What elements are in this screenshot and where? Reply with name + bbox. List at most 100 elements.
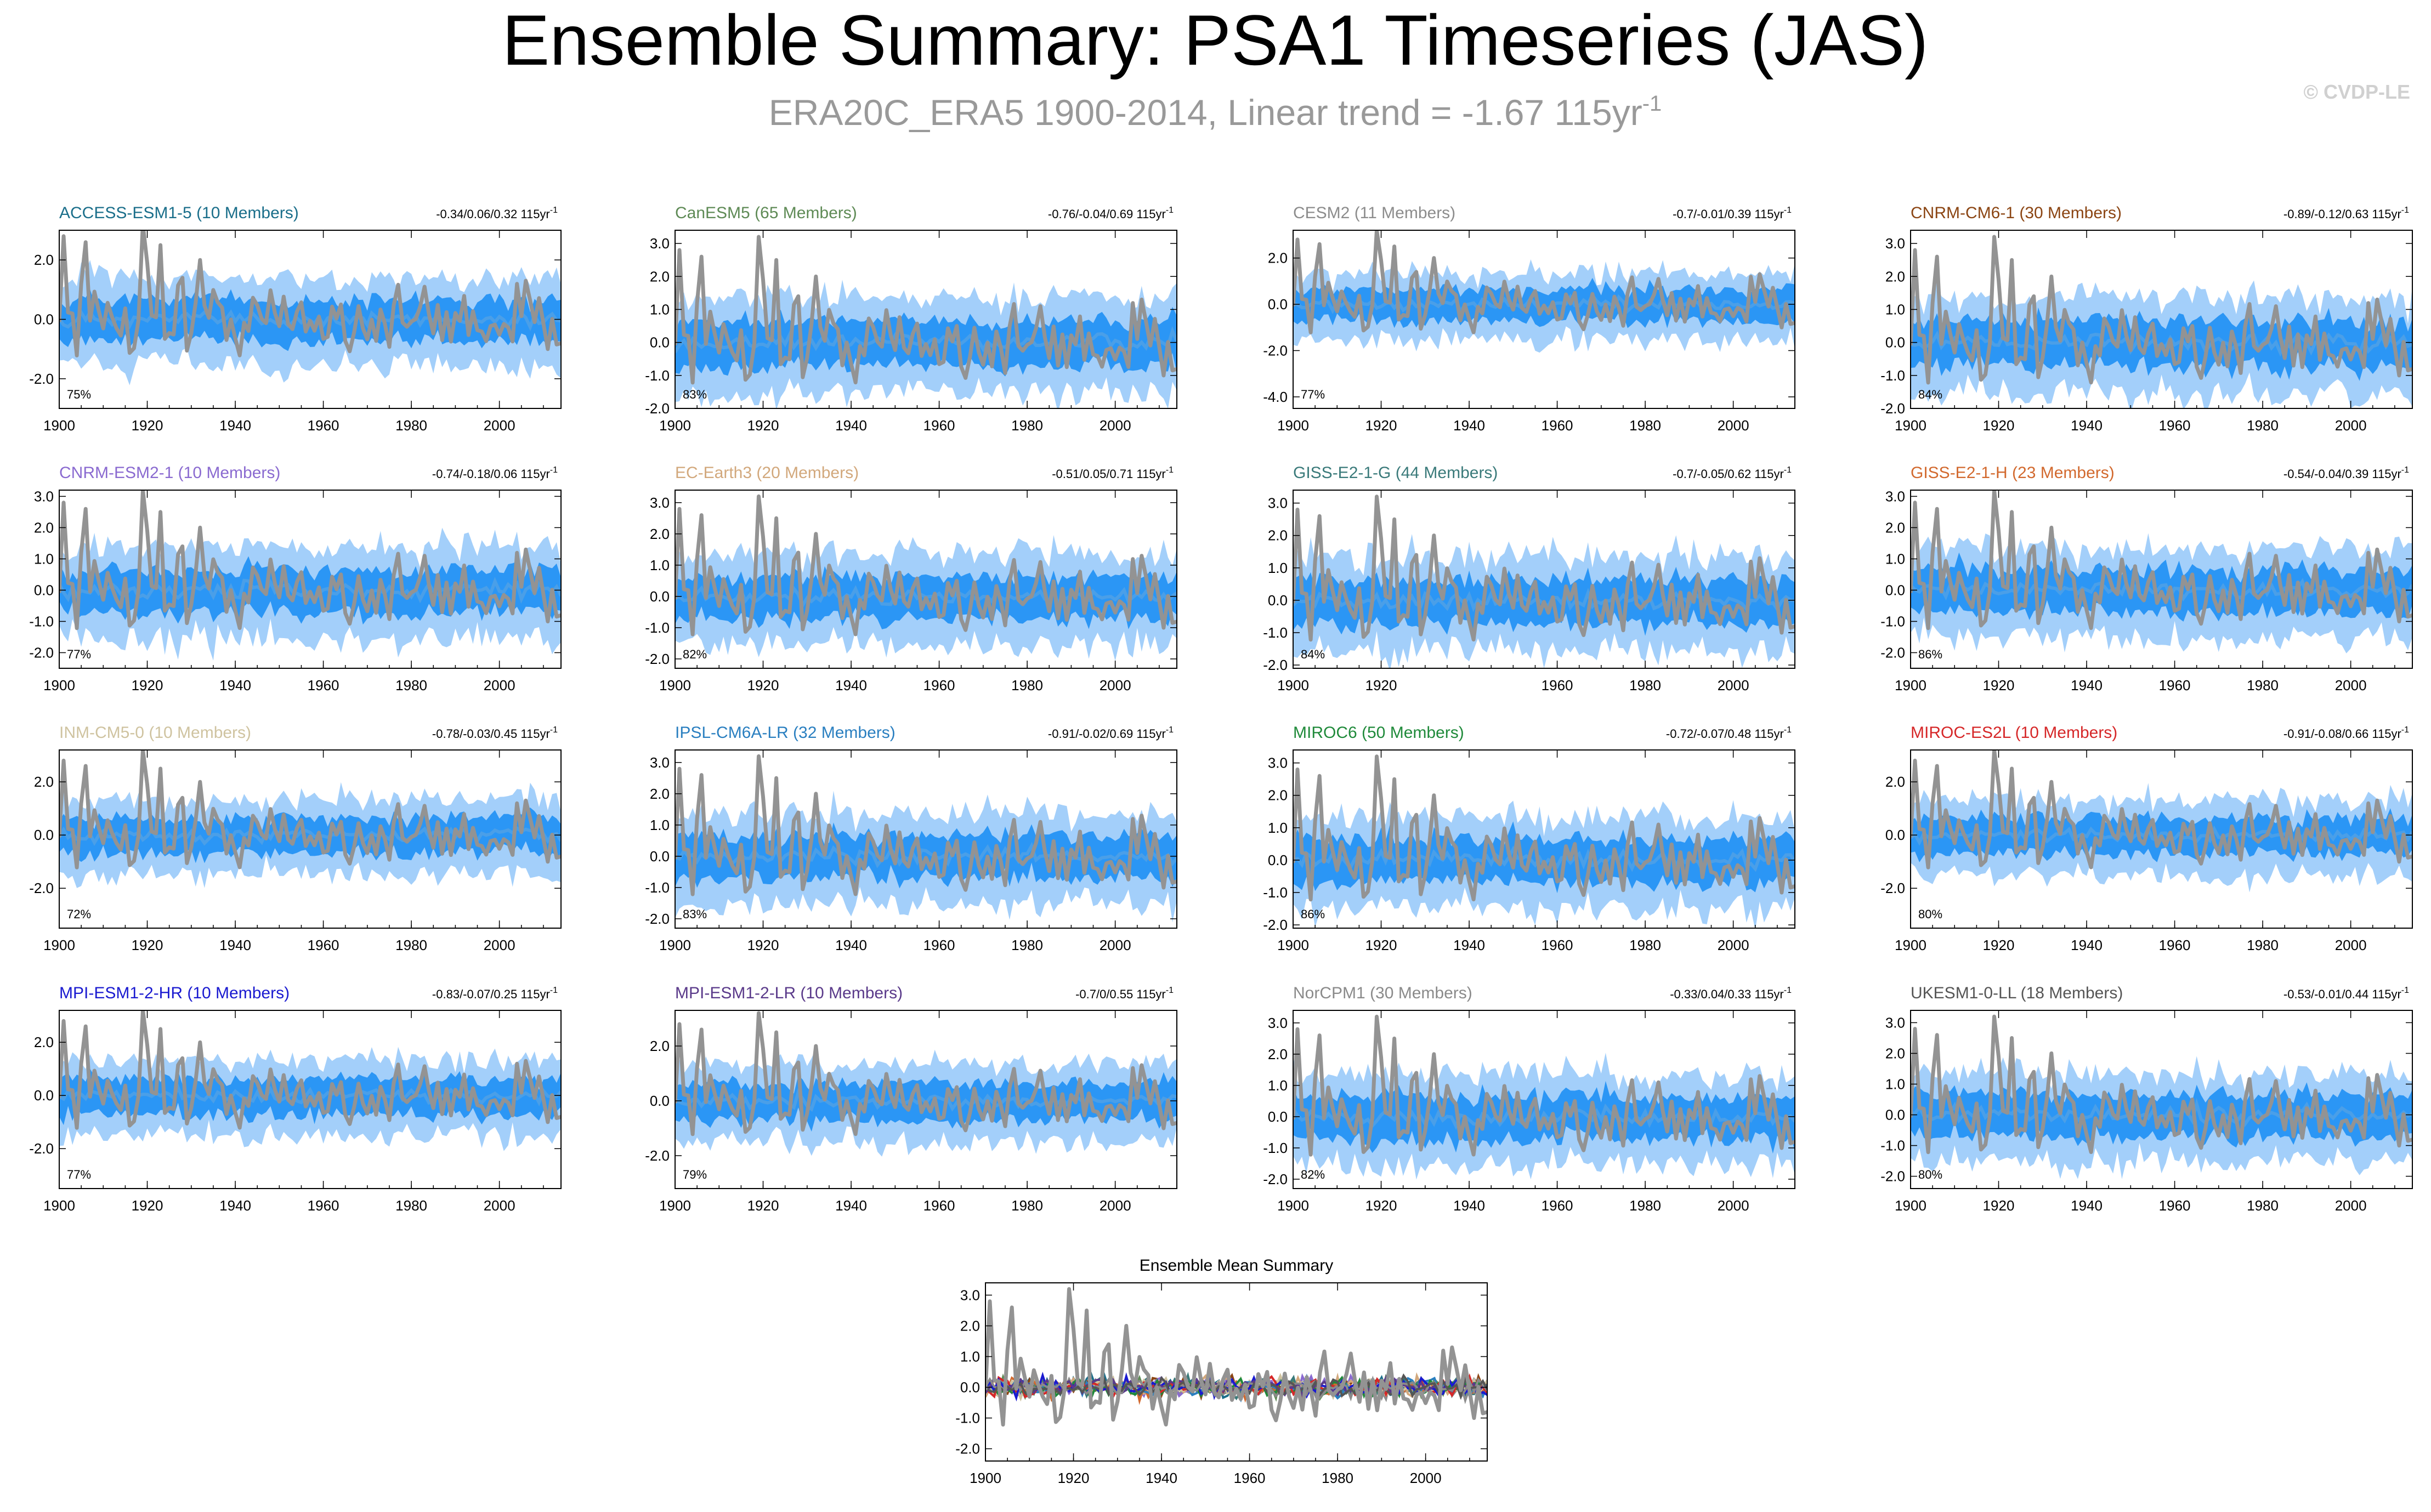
plot-area — [1911, 1014, 2412, 1179]
y-tick-label: 0.0 — [1268, 592, 1288, 609]
y-tick-label: 2.0 — [1885, 1045, 1905, 1061]
panel-trend-sup: -1 — [550, 465, 558, 475]
x-tick-label: 1900 — [1277, 417, 1309, 434]
plot-frame — [1910, 490, 2413, 669]
x-tick-label: 1980 — [1322, 1470, 1353, 1486]
x-tick-label: 2000 — [2335, 1197, 2367, 1214]
plot-frame — [1293, 490, 1795, 669]
x-tick-label: 2000 — [1100, 1197, 1131, 1214]
panel-trend-text: -0.91/-0.02/0.69 115yr — [1048, 727, 1166, 741]
plot-area — [59, 230, 561, 385]
plot-frame — [59, 490, 562, 669]
y-tick-label: 2.0 — [1885, 774, 1905, 790]
panel-title: UKESM1-0-LL (18 Members) — [1911, 984, 2123, 1002]
y-tick-label: -2.0 — [1263, 1171, 1288, 1187]
y-tick-label: -1.0 — [1263, 884, 1288, 901]
panel-trend-text: -0.91/-0.08/0.66 115yr — [2283, 727, 2401, 741]
y-tick-label: 3.0 — [650, 754, 670, 771]
panel-trend-sup: -1 — [1166, 986, 1174, 995]
y-tick-label: -2.0 — [29, 371, 54, 387]
chart-panel: 2.0 0.0 -2.0 -4.0 1900 1920 1940 1960 1980 2000 CE… — [1263, 204, 1795, 434]
figure-subtitle: ERA20C_ERA5 1900-2014, Linear trend = -1… — [769, 92, 1662, 133]
observed-line — [1911, 750, 2412, 869]
y-tick-label: -2.0 — [645, 651, 670, 667]
x-tick-label: 1920 — [132, 677, 163, 694]
panel-trend-sup: -1 — [1166, 465, 1174, 475]
chart-panel: 3.0 2.0 1.0 0.0 -1.0 -2.0 1900 1920 1960 1980 2000… — [1263, 464, 1795, 694]
x-tick-label: 1960 — [923, 1197, 955, 1214]
x-tick-label: 1920 — [132, 417, 163, 434]
x-tick-label: 1920 — [1058, 1470, 1090, 1486]
y-tick-label: 1.0 — [650, 817, 670, 833]
x-tick-label: 1920 — [1365, 1197, 1397, 1214]
x-tick-label: 1980 — [2247, 937, 2279, 953]
y-tick-label: 2.0 — [1268, 787, 1288, 804]
plot-area — [675, 1011, 1177, 1157]
y-tick-label: 0.0 — [1268, 1109, 1288, 1125]
plot-frame — [1910, 230, 2413, 409]
plot-area — [675, 754, 1177, 923]
x-tick-label: 2000 — [484, 1197, 515, 1214]
y-tick-label: 2.0 — [1268, 527, 1288, 544]
x-tick-label: 1940 — [835, 417, 867, 434]
plot-area — [1293, 754, 1795, 928]
plot-area — [59, 750, 561, 888]
x-tick-label: 1980 — [1629, 417, 1661, 434]
x-tick-label: 1980 — [1011, 417, 1043, 434]
x-tick-label: 2000 — [1410, 1470, 1442, 1486]
panel-trend-text: -0.34/0.06/0.32 115yr — [436, 207, 550, 221]
panel-title: MPI-ESM1-2-LR (10 Members) — [675, 984, 903, 1002]
plot-frame — [985, 1282, 1488, 1462]
observed-line — [1911, 235, 2412, 385]
x-tick-label: 1900 — [1895, 1197, 1926, 1214]
y-tick-label: -2.0 — [1880, 644, 1905, 661]
x-tick-label: 1960 — [308, 1197, 339, 1214]
plot-frame — [1293, 1010, 1795, 1189]
x-tick-label: 1920 — [1365, 677, 1397, 694]
plot-frame — [1293, 230, 1795, 409]
plot-area — [985, 1287, 1487, 1427]
y-tick-label: -1.0 — [1263, 1140, 1288, 1156]
panel-trend-sup: -1 — [550, 725, 558, 735]
panel-trend: -0.72/-0.07/0.48 115yr-1 — [1666, 725, 1792, 741]
panel-trend: -0.78/-0.03/0.45 115yr-1 — [432, 725, 558, 741]
x-tick-label: 2000 — [484, 677, 515, 694]
panel-title: MIROC6 (50 Members) — [1293, 724, 1464, 742]
x-tick-label: 1960 — [2159, 677, 2191, 694]
x-tick-label: 1920 — [1983, 1197, 2015, 1214]
y-tick-label: 1.0 — [650, 301, 670, 317]
panel-trend: -0.91/-0.02/0.69 115yr-1 — [1048, 725, 1174, 741]
x-tick-label: 1920 — [132, 937, 163, 953]
x-tick-label: 1900 — [43, 677, 75, 694]
plot-frame — [1910, 749, 2413, 929]
x-tick-label: 1900 — [1277, 1197, 1309, 1214]
panel-trend-sup: -1 — [1166, 725, 1174, 735]
x-tick-label: 2000 — [1718, 937, 1749, 953]
y-tick-label: -2.0 — [29, 1140, 54, 1157]
observed-line — [675, 1011, 1177, 1136]
copyright-label: © CVDP-LE — [2303, 81, 2410, 103]
observed-line — [1293, 754, 1795, 902]
x-tick-label: 1900 — [43, 1197, 75, 1214]
x-tick-label: 1920 — [747, 417, 779, 434]
x-tick-label: 1940 — [219, 677, 251, 694]
y-tick-label: 0.0 — [1885, 334, 1905, 351]
plot-frame — [59, 749, 562, 929]
panel-trend-text: -0.78/-0.03/0.45 115yr — [432, 727, 550, 741]
plot-area — [59, 490, 561, 661]
y-tick-label: 2.0 — [960, 1317, 980, 1334]
observed-line — [59, 1010, 561, 1130]
x-tick-label: 1940 — [835, 1197, 867, 1214]
panel-trend: -0.7/-0.05/0.62 115yr-1 — [1673, 465, 1792, 481]
plot-frame — [675, 490, 1177, 669]
x-tick-label: 1980 — [1011, 937, 1043, 953]
panel-trend: -0.91/-0.08/0.66 115yr-1 — [2283, 725, 2409, 741]
x-tick-label: 2000 — [1718, 1197, 1749, 1214]
observed-line — [985, 1287, 1487, 1427]
panel-percent: 84% — [1918, 388, 1942, 401]
y-tick-label: -1.0 — [645, 367, 670, 384]
